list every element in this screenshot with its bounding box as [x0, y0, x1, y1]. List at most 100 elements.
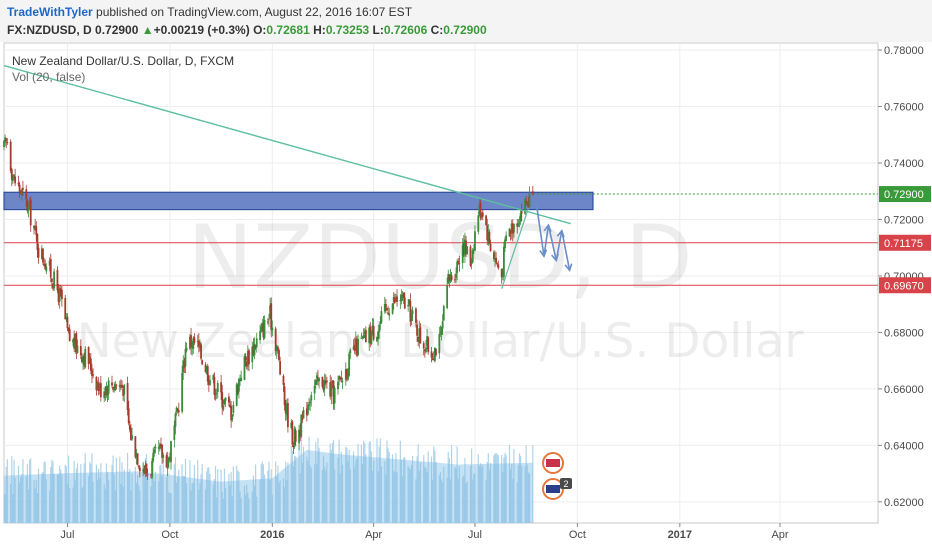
- volume-bar: [337, 457, 339, 523]
- candle-body: [276, 346, 279, 351]
- economic-events: 2: [542, 452, 572, 500]
- volume-bar: [321, 469, 324, 523]
- volume-bar: [361, 464, 364, 523]
- volume-bar: [119, 456, 121, 523]
- volume-bar: [237, 470, 239, 523]
- volume-bar: [486, 462, 488, 523]
- volume-bar: [393, 470, 395, 523]
- volume-bar: [270, 469, 272, 523]
- volume-bar: [376, 438, 378, 523]
- candle-body: [346, 369, 348, 378]
- volume-bar: [295, 456, 297, 523]
- candle-body: [216, 383, 219, 393]
- author-link[interactable]: TradeWithTyler: [7, 5, 93, 19]
- candle-body: [40, 248, 43, 260]
- volume-bar: [379, 438, 381, 523]
- close-value: 0.72900: [443, 23, 487, 37]
- candle-body: [410, 314, 413, 321]
- candle-body: [14, 176, 17, 184]
- volume-bar: [318, 447, 320, 523]
- candle-body: [400, 295, 403, 301]
- candle-body: [19, 192, 22, 194]
- volume-bar: [410, 464, 413, 523]
- volume-bar: [209, 473, 211, 523]
- candle-body: [362, 335, 365, 338]
- candle-body: [378, 324, 381, 332]
- candle-body: [260, 326, 263, 332]
- candle-body: [96, 382, 99, 389]
- candle-body: [321, 376, 324, 388]
- candle-body: [363, 331, 366, 335]
- candle-body: [290, 422, 293, 428]
- candle-body: [174, 413, 177, 427]
- volume-bar: [417, 444, 419, 523]
- candle-body: [465, 240, 467, 254]
- candle-body: [401, 294, 404, 297]
- candle-body: [503, 246, 505, 277]
- volume-bar: [100, 463, 102, 523]
- drawn-levels: [3, 191, 878, 286]
- candle-body: [5, 138, 8, 141]
- volume-bar: [508, 444, 511, 523]
- volume-bar: [191, 483, 193, 523]
- candle-body: [315, 375, 318, 379]
- candle-body: [53, 271, 56, 289]
- y-tick-label: 0.74000: [884, 158, 924, 170]
- candle-body: [261, 323, 264, 328]
- change-value: +0.00219 (+0.3%): [153, 23, 250, 37]
- volume-bar: [21, 473, 23, 523]
- volume-bar: [74, 479, 76, 523]
- forecast-arrows: [535, 202, 573, 272]
- volume-bar: [446, 477, 448, 523]
- volume-bar: [364, 443, 366, 523]
- candle-body: [196, 341, 199, 343]
- candle-body: [209, 379, 211, 385]
- volume-bar: [168, 492, 170, 523]
- volume-bar: [418, 470, 420, 523]
- candle-body: [99, 383, 102, 398]
- candle-body: [339, 377, 342, 378]
- candle-body: [95, 376, 98, 391]
- volume-bar: [518, 453, 521, 523]
- nz-flag-field-icon: [546, 485, 560, 493]
- volume-bar: [261, 461, 263, 523]
- volume-bar: [42, 472, 44, 523]
- volume-bar: [377, 471, 379, 523]
- y-tick-label: 0.68000: [884, 327, 924, 339]
- candle-body: [387, 312, 390, 315]
- candle-body: [183, 361, 186, 368]
- volume-bar: [301, 462, 303, 523]
- candle-body: [221, 392, 224, 408]
- volume-bar: [154, 471, 157, 523]
- volume-bar: [222, 498, 224, 523]
- candle-body: [516, 223, 519, 227]
- volume-bar: [159, 465, 161, 523]
- candle-body: [274, 328, 277, 351]
- candle-body: [329, 382, 332, 397]
- volume-bar: [12, 494, 14, 523]
- volume-bar: [456, 446, 458, 523]
- candle-body: [426, 336, 428, 346]
- candle-body: [454, 279, 456, 281]
- volume-bar: [532, 445, 534, 523]
- chart-canvas[interactable]: NZDUSD, D New Zealand Dollar/U.S. Dollar…: [0, 42, 932, 550]
- volume-bar: [139, 490, 141, 523]
- candle-body: [430, 351, 433, 358]
- candle-body: [369, 326, 372, 343]
- us-flag-stripes-icon: [546, 459, 560, 467]
- time-axis[interactable]: Jul Oct 2016 Apr Jul Oct 2017 Apr: [60, 523, 789, 541]
- volume-bar: [52, 461, 54, 523]
- candle-body: [447, 273, 450, 284]
- candle-body: [292, 445, 295, 448]
- candle-body: [432, 358, 435, 360]
- candle-body: [501, 275, 504, 278]
- volume-bar: [489, 462, 492, 523]
- candle-body: [438, 334, 441, 354]
- price-axis[interactable]: 0.780000.760000.740000.720000.700000.680…: [878, 45, 924, 509]
- candle-body: [136, 453, 139, 465]
- candle-body: [418, 328, 421, 343]
- candle-body: [399, 300, 402, 302]
- candle-body: [427, 337, 430, 352]
- candle-body: [206, 366, 209, 382]
- candle-body: [338, 375, 341, 380]
